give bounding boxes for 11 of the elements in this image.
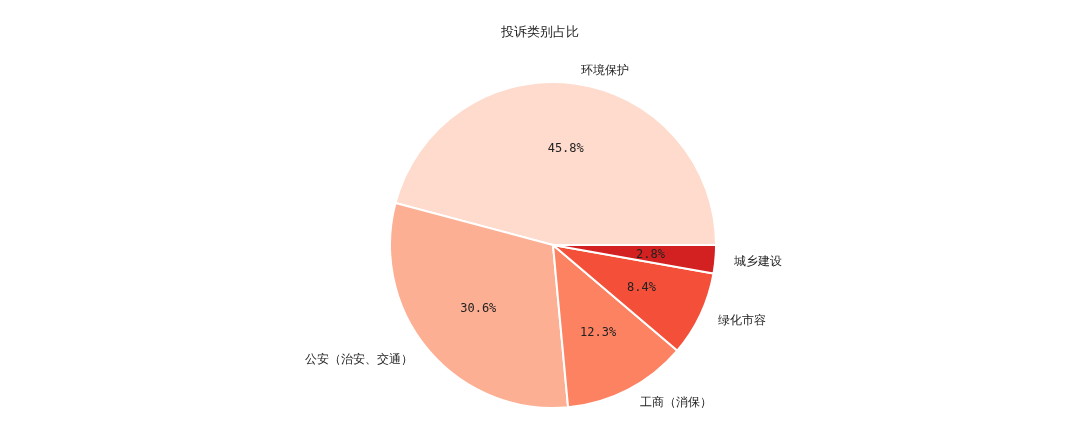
data-label: 8.4%	[627, 279, 657, 294]
slice-label: 城乡建设	[733, 253, 783, 268]
slice-label: 工商（消保）	[639, 395, 712, 410]
slice-label: 绿化市容	[718, 313, 767, 328]
data-label: 12.3%	[580, 324, 617, 339]
slice-label: 环境保护	[581, 62, 630, 77]
chart-title: 投诉类别占比	[500, 24, 579, 39]
slice-label: 公安（治安、交通）	[304, 352, 413, 367]
data-label: 2.8%	[635, 246, 666, 261]
data-label: 45.8%	[547, 141, 585, 156]
data-label: 30.6%	[460, 301, 498, 316]
